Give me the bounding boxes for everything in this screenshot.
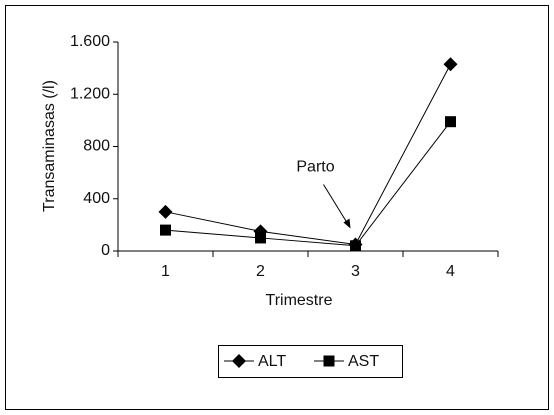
data-point (158, 204, 173, 219)
annotation-arrow (323, 184, 348, 224)
legend-box (218, 345, 403, 378)
series-line (165, 121, 451, 247)
x-tick-label: 3 (351, 263, 360, 280)
y-tick-label: 0 (101, 242, 110, 259)
data-point (350, 240, 361, 252)
legend-marker (323, 355, 335, 367)
y-tick-label: 1.200 (70, 85, 110, 102)
legend-label: ALT (258, 353, 286, 370)
x-tick-label: 4 (446, 263, 455, 280)
y-tick-label: 1.600 (70, 33, 110, 50)
data-point (443, 57, 458, 72)
legend-label: AST (348, 353, 379, 370)
x-tick-label: 1 (161, 263, 170, 280)
y-tick-label: 800 (83, 138, 110, 155)
annotation: Parto (296, 159, 334, 176)
data-point (445, 116, 456, 128)
y-axis-title: Transaminasas (/l) (41, 80, 58, 212)
y-tick-label: 400 (83, 190, 110, 207)
x-axis-title: Trimestre (266, 292, 333, 309)
data-point (255, 232, 266, 244)
annotation-arrowhead (343, 218, 351, 229)
chart-frame (5, 5, 549, 410)
legend-marker (232, 354, 246, 368)
data-point (160, 224, 171, 236)
x-tick-label: 2 (256, 263, 265, 280)
series-line (165, 63, 451, 246)
